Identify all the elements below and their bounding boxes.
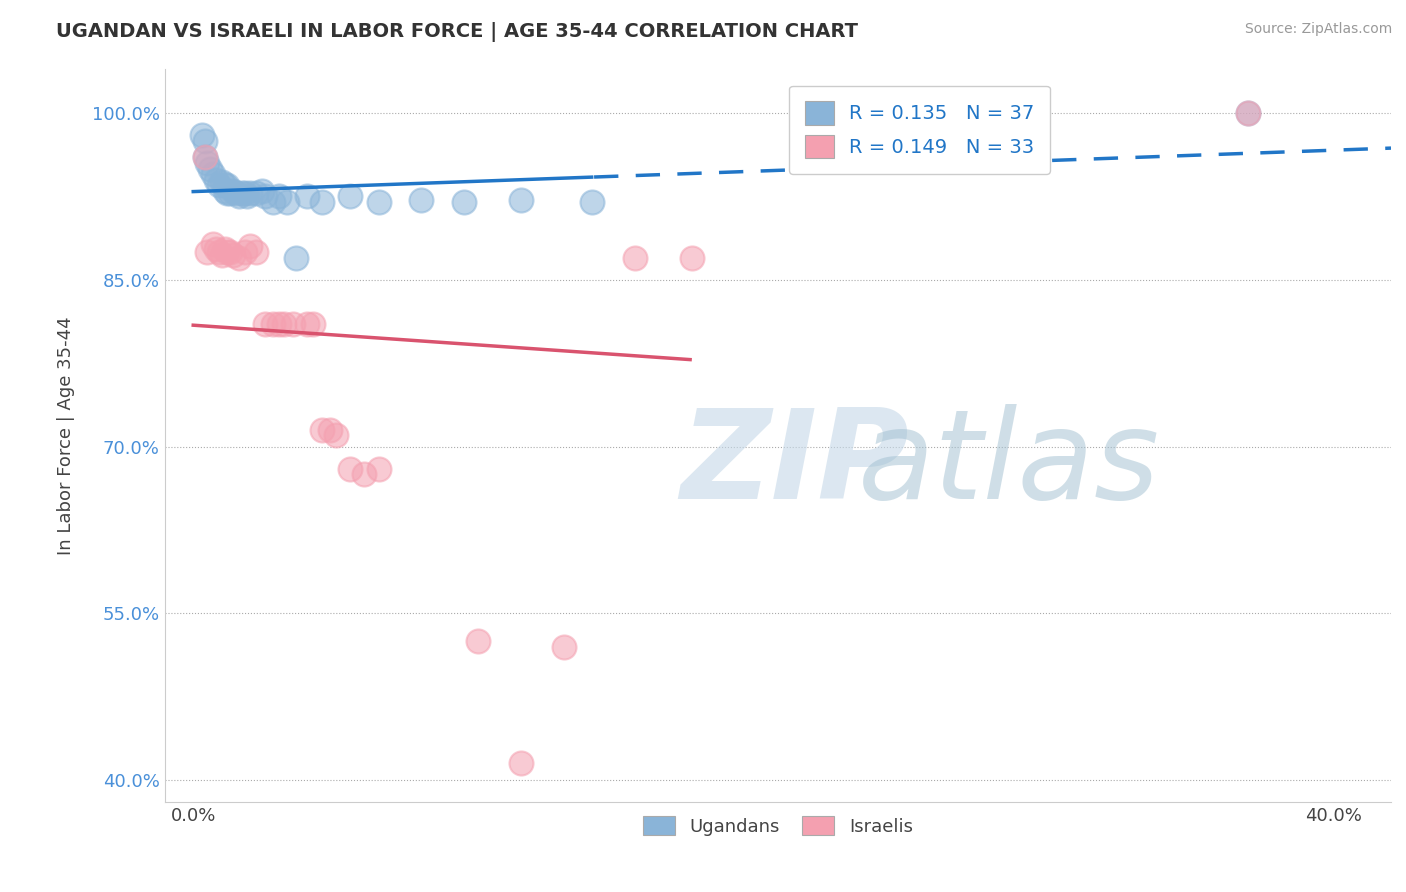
Point <box>231 186 253 200</box>
Point <box>217 178 239 193</box>
Point <box>367 462 389 476</box>
Point <box>581 194 603 209</box>
Point <box>624 251 647 265</box>
Point <box>191 128 214 143</box>
Point <box>211 175 233 189</box>
Text: UGANDAN VS ISRAELI IN LABOR FORCE | AGE 35-44 CORRELATION CHART: UGANDAN VS ISRAELI IN LABOR FORCE | AGE … <box>56 22 858 42</box>
Point <box>325 428 347 442</box>
Point <box>267 317 290 331</box>
Point <box>214 242 236 256</box>
Point <box>197 156 219 170</box>
Point <box>202 167 225 181</box>
Point <box>245 186 267 200</box>
Point <box>510 756 533 771</box>
Point <box>217 244 239 259</box>
Point <box>200 161 222 176</box>
Point <box>453 194 475 209</box>
Point <box>367 194 389 209</box>
Point <box>205 242 228 256</box>
Point <box>311 423 333 437</box>
Point <box>411 193 433 207</box>
Text: atlas: atlas <box>858 404 1160 525</box>
Point <box>467 634 489 648</box>
Text: ZIP: ZIP <box>679 404 908 525</box>
Point <box>205 172 228 186</box>
Point <box>553 640 575 654</box>
Point <box>319 423 342 437</box>
Point <box>281 317 304 331</box>
Point <box>267 189 290 203</box>
Point <box>228 251 250 265</box>
Y-axis label: In Labor Force | Age 35-44: In Labor Force | Age 35-44 <box>58 316 75 555</box>
Point <box>217 186 239 200</box>
Point <box>253 317 276 331</box>
Point <box>194 134 217 148</box>
Point <box>239 186 262 200</box>
Point <box>250 184 273 198</box>
Point <box>233 186 256 200</box>
Point <box>1237 106 1260 120</box>
Point <box>202 237 225 252</box>
Text: Source: ZipAtlas.com: Source: ZipAtlas.com <box>1244 22 1392 37</box>
Point <box>197 244 219 259</box>
Point <box>284 251 307 265</box>
Point <box>219 244 242 259</box>
Point <box>262 194 284 209</box>
Point <box>228 189 250 203</box>
Point <box>194 151 217 165</box>
Point <box>208 178 231 193</box>
Point <box>311 194 333 209</box>
Point <box>297 189 319 203</box>
Point <box>214 184 236 198</box>
Legend: Ugandans, Israelis: Ugandans, Israelis <box>634 807 922 845</box>
Point <box>211 248 233 262</box>
Point <box>339 189 361 203</box>
Point <box>262 317 284 331</box>
Point <box>1237 106 1260 120</box>
Point <box>510 193 533 207</box>
Point <box>208 244 231 259</box>
Point <box>222 248 245 262</box>
Point <box>222 184 245 198</box>
Point <box>353 467 375 482</box>
Point <box>219 186 242 200</box>
Point <box>239 239 262 253</box>
Point <box>245 244 267 259</box>
Point <box>339 462 361 476</box>
Point <box>297 317 319 331</box>
Point <box>236 189 259 203</box>
Point <box>276 194 298 209</box>
Point <box>214 178 236 193</box>
Point <box>681 251 703 265</box>
Point <box>253 189 276 203</box>
Point <box>225 186 247 200</box>
Point <box>233 244 256 259</box>
Point <box>273 317 295 331</box>
Point <box>302 317 325 331</box>
Point <box>194 151 217 165</box>
